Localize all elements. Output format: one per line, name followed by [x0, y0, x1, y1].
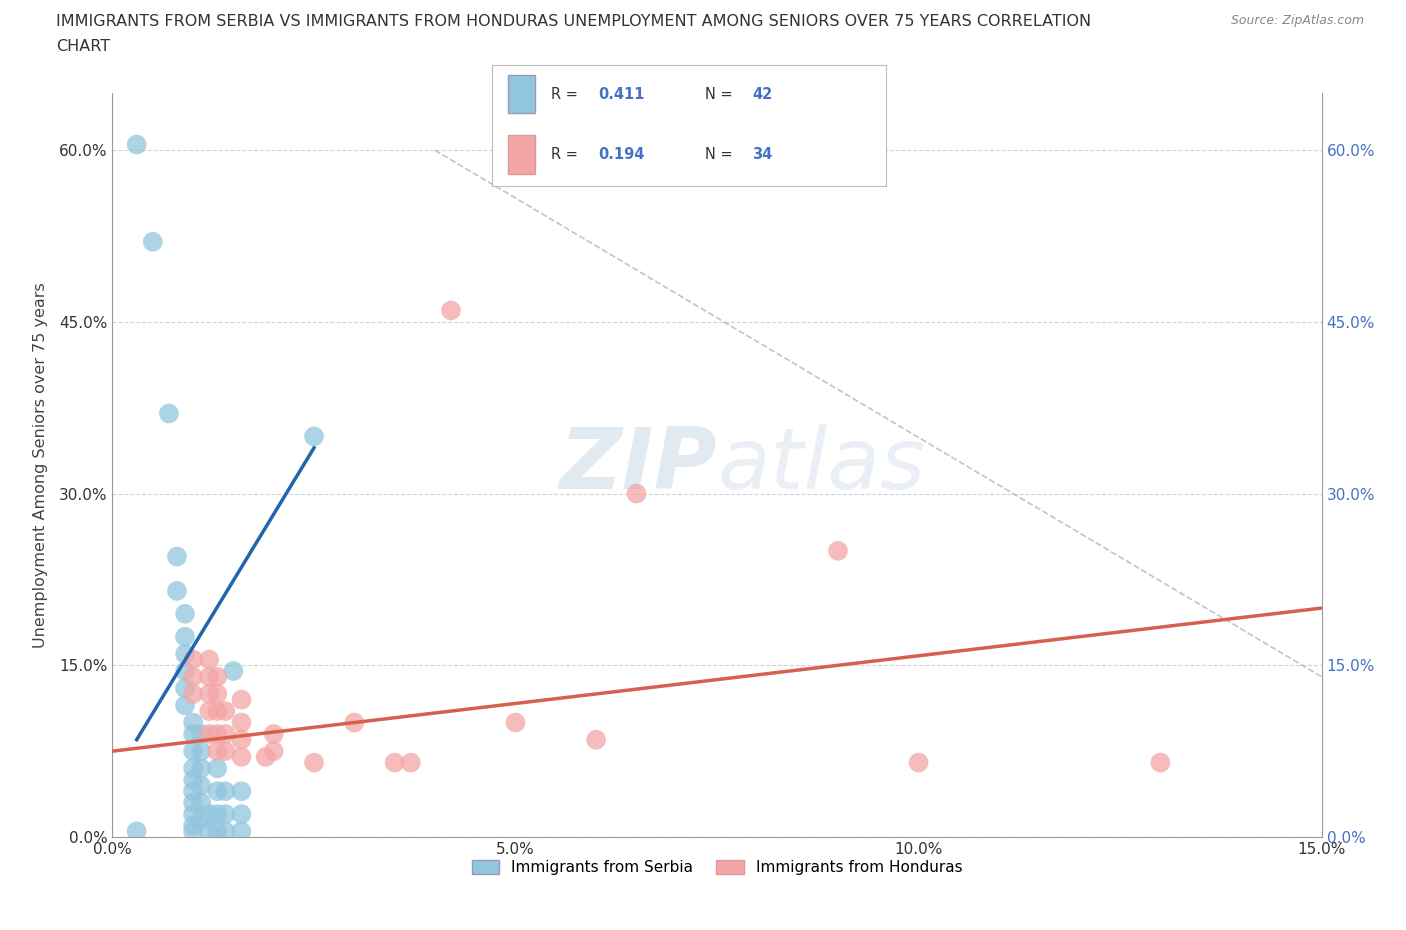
Point	[174, 606, 197, 621]
Point	[827, 543, 849, 558]
Point	[190, 744, 212, 759]
Point	[181, 761, 204, 776]
Text: Source: ZipAtlas.com: Source: ZipAtlas.com	[1230, 14, 1364, 27]
Point	[166, 583, 188, 598]
Point	[181, 726, 204, 741]
Text: IMMIGRANTS FROM SERBIA VS IMMIGRANTS FROM HONDURAS UNEMPLOYMENT AMONG SENIORS OV: IMMIGRANTS FROM SERBIA VS IMMIGRANTS FRO…	[56, 14, 1091, 29]
Text: N =: N =	[704, 147, 737, 162]
Point	[181, 818, 204, 833]
Point	[214, 806, 236, 821]
Point	[343, 715, 366, 730]
Point	[302, 429, 325, 444]
Point	[174, 698, 197, 712]
Point	[263, 726, 285, 741]
Point	[142, 234, 165, 249]
Point	[231, 784, 253, 799]
Point	[181, 715, 204, 730]
Point	[207, 686, 229, 701]
Point	[231, 806, 253, 821]
Point	[399, 755, 422, 770]
Point	[214, 704, 236, 719]
Point	[181, 784, 204, 799]
Point	[214, 744, 236, 759]
Point	[174, 630, 197, 644]
Point	[214, 784, 236, 799]
Point	[190, 778, 212, 793]
Text: R =: R =	[551, 86, 582, 101]
Point	[181, 686, 204, 701]
Point	[198, 806, 221, 821]
Point	[254, 750, 277, 764]
Point	[231, 692, 253, 707]
Text: 34: 34	[752, 147, 772, 162]
Point	[505, 715, 527, 730]
Point	[174, 681, 197, 696]
Point	[198, 824, 221, 839]
Point	[207, 704, 229, 719]
Point	[174, 664, 197, 679]
Point	[222, 664, 245, 679]
Point	[198, 726, 221, 741]
Point	[440, 303, 463, 318]
FancyBboxPatch shape	[508, 74, 536, 113]
Point	[263, 744, 285, 759]
Point	[181, 652, 204, 667]
Point	[302, 755, 325, 770]
Point	[207, 761, 229, 776]
Point	[190, 795, 212, 810]
Text: 42: 42	[752, 86, 772, 101]
Text: 0.411: 0.411	[599, 86, 645, 101]
Text: N =: N =	[704, 86, 737, 101]
Point	[181, 670, 204, 684]
Point	[181, 824, 204, 839]
Point	[214, 824, 236, 839]
Point	[585, 732, 607, 747]
Point	[181, 806, 204, 821]
Y-axis label: Unemployment Among Seniors over 75 years: Unemployment Among Seniors over 75 years	[32, 282, 48, 648]
Point	[207, 806, 229, 821]
Point	[166, 549, 188, 564]
Point	[231, 732, 253, 747]
Point	[198, 670, 221, 684]
Point	[207, 670, 229, 684]
Text: 0.194: 0.194	[599, 147, 645, 162]
Point	[231, 824, 253, 839]
Point	[907, 755, 929, 770]
Point	[174, 646, 197, 661]
Point	[207, 824, 229, 839]
Point	[198, 704, 221, 719]
Legend: Immigrants from Serbia, Immigrants from Honduras: Immigrants from Serbia, Immigrants from …	[465, 854, 969, 882]
Point	[181, 744, 204, 759]
Point	[190, 761, 212, 776]
Point	[181, 795, 204, 810]
Point	[626, 486, 648, 501]
Point	[125, 137, 148, 152]
Text: CHART: CHART	[56, 39, 110, 54]
Text: ZIP: ZIP	[560, 423, 717, 507]
Point	[1149, 755, 1171, 770]
Point	[157, 406, 180, 421]
Point	[207, 726, 229, 741]
Point	[198, 686, 221, 701]
Point	[181, 772, 204, 787]
Point	[207, 744, 229, 759]
Point	[231, 750, 253, 764]
FancyBboxPatch shape	[508, 135, 536, 174]
Point	[231, 715, 253, 730]
Point	[190, 726, 212, 741]
Point	[198, 652, 221, 667]
Point	[384, 755, 406, 770]
Text: R =: R =	[551, 147, 582, 162]
Text: atlas: atlas	[717, 423, 925, 507]
Point	[214, 726, 236, 741]
Point	[207, 784, 229, 799]
Point	[190, 813, 212, 828]
Point	[125, 824, 148, 839]
